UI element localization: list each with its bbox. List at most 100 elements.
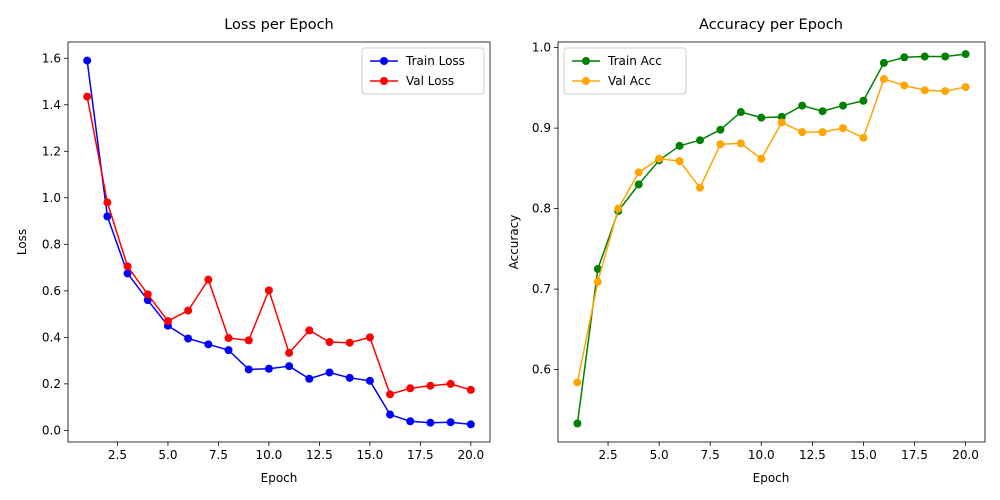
val-acc-point — [675, 157, 684, 166]
loss-xtick-label: 7.5 — [209, 448, 228, 462]
train-acc-point — [736, 108, 745, 117]
accuracy-ytick-label: 1.0 — [532, 41, 551, 55]
train-acc-point — [573, 419, 582, 428]
train-loss-point — [123, 269, 132, 278]
val-loss-point — [184, 306, 193, 315]
loss-chart-ticks: 2.5 5.0 7.5 10.0 12.5 15.0 17.5 20.0 0.0 0.2 0.4 0.… — [42, 51, 484, 462]
accuracy-ytick-label: 0.7 — [532, 282, 551, 296]
loss-chart-frame — [67, 41, 491, 443]
train-acc-point — [859, 96, 868, 105]
loss-chart-legend: Train Loss Val Loss — [361, 47, 485, 95]
val-loss-point — [446, 379, 455, 388]
val-loss-point — [224, 334, 233, 343]
loss-chart-ylabel: Loss — [15, 229, 29, 255]
loss-xtick-label: 12.5 — [306, 448, 333, 462]
val-loss-legend-marker — [380, 77, 388, 85]
train-loss-point — [426, 418, 435, 427]
accuracy-xtick-label: 15.0 — [850, 448, 877, 462]
val-loss-point — [204, 275, 213, 284]
accuracy-chart-title: Accuracy per Epoch — [699, 17, 843, 33]
accuracy-chart-ticks: 2.5 5.0 7.5 10.0 12.5 15.0 17.5 20.0 0.6 0.7 0.8 0.… — [532, 41, 979, 462]
train-acc-point — [777, 112, 786, 121]
loss-ytick-label: 0.0 — [42, 423, 61, 437]
val-acc-point — [941, 87, 950, 96]
accuracy-chart-ylabel: Accuracy — [507, 215, 521, 270]
val-acc-point — [573, 378, 582, 387]
loss-legend-box — [361, 47, 485, 95]
val-acc-point — [634, 168, 643, 177]
val-acc-point — [839, 124, 848, 133]
train-acc-point — [675, 141, 684, 150]
train-loss-point — [345, 373, 354, 382]
val-loss-point — [83, 92, 92, 101]
accuracy-xtick-label: 10.0 — [748, 448, 775, 462]
accuracy-ytick-label: 0.6 — [532, 363, 551, 377]
accuracy-chart-xlabel: Epoch — [753, 471, 790, 485]
val-loss-point — [386, 390, 395, 399]
train-loss-point — [446, 418, 455, 427]
train-loss-point — [406, 417, 415, 426]
accuracy-chart-legend: Train Acc Val Acc — [563, 47, 687, 95]
val-acc-point — [614, 204, 623, 213]
val-loss-point — [244, 336, 253, 345]
train-acc-point — [900, 53, 909, 62]
train-acc-point — [757, 113, 766, 122]
loss-xtick-label: 10.0 — [256, 448, 283, 462]
train-loss-point — [285, 362, 294, 371]
val-acc-point — [655, 154, 664, 163]
loss-xtick-label: 20.0 — [457, 448, 484, 462]
train-acc-point — [695, 136, 704, 145]
val-loss-legend-label: Val Loss — [406, 74, 454, 88]
val-loss-point — [285, 348, 294, 357]
train-loss-point — [244, 365, 253, 374]
train-acc-legend-label: Train Acc — [607, 54, 662, 68]
val-loss-point — [305, 326, 314, 335]
train-loss-point — [103, 212, 112, 221]
val-loss-point — [123, 262, 132, 271]
loss-xtick-label: 2.5 — [108, 448, 127, 462]
val-loss-point — [325, 338, 334, 346]
train-acc-legend-marker — [582, 57, 590, 65]
loss-ytick-label: 1.4 — [42, 98, 61, 112]
loss-ytick-label: 0.6 — [42, 284, 61, 298]
val-loss-point — [426, 381, 435, 390]
train-loss-point — [466, 420, 475, 429]
train-loss-point — [83, 56, 92, 65]
train-loss-point — [184, 334, 193, 343]
val-loss-point — [406, 384, 415, 393]
train-loss-legend-label: Train Loss — [405, 54, 465, 68]
val-acc-point — [961, 83, 970, 92]
val-loss-point — [143, 290, 152, 299]
loss-ytick-label: 1.2 — [42, 144, 61, 158]
loss-chart-plot-area — [83, 56, 475, 429]
val-loss-point — [163, 317, 172, 326]
accuracy-xtick-label: 20.0 — [952, 448, 979, 462]
train-loss-point — [204, 340, 213, 349]
train-loss-point — [386, 410, 395, 419]
val-acc-point — [818, 128, 827, 137]
accuracy-xtick-label: 2.5 — [599, 448, 618, 462]
loss-ytick-label: 0.2 — [42, 377, 61, 391]
loss-xtick-label: 5.0 — [158, 448, 177, 462]
val-loss-point — [103, 198, 112, 207]
train-acc-point — [839, 101, 848, 110]
train-loss-point — [305, 374, 314, 383]
val-acc-point — [593, 277, 602, 286]
loss-chart-xlabel: Epoch — [261, 471, 298, 485]
accuracy-chart-plot-area — [573, 50, 970, 428]
loss-ytick-label: 0.8 — [42, 237, 61, 251]
train-loss-point — [325, 368, 334, 377]
val-acc-point — [695, 183, 704, 192]
train-acc-point — [879, 58, 888, 67]
val-acc-point — [859, 133, 868, 142]
train-loss-legend-marker — [380, 57, 388, 65]
accuracy-chart-frame — [557, 41, 986, 443]
val-loss-point — [365, 333, 374, 342]
accuracy-ytick-label: 0.8 — [532, 202, 551, 216]
val-acc-point — [736, 139, 745, 148]
loss-xtick-label: 17.5 — [407, 448, 434, 462]
accuracy-legend-box — [563, 47, 687, 95]
val-acc-point — [757, 154, 766, 163]
accuracy-ytick-label: 0.9 — [532, 121, 551, 135]
